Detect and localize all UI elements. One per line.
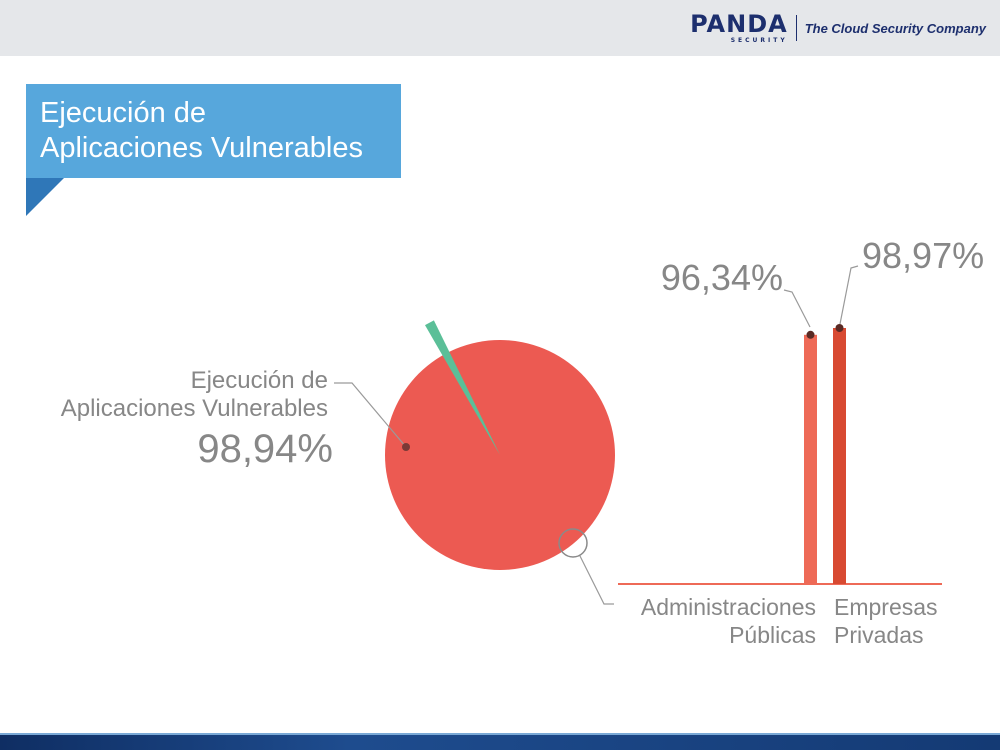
logo-tagline: The Cloud Security Company: [804, 20, 986, 36]
page-title-line1: Ejecución de: [40, 97, 207, 129]
bar-cap-dot: [806, 330, 815, 339]
footer-accent-line: [0, 733, 1000, 735]
logo-brand-text: PANDA: [690, 10, 788, 38]
bar-chart: 96,34% 98,97% Administraciones Públicas …: [579, 235, 984, 648]
title-banner: Ejecución de Aplicaciones Vulnerables: [26, 84, 401, 178]
pie-chart: Ejecución de Aplicaciones Vulnerables 98…: [61, 320, 615, 570]
logo-brand-sub: SECURITY: [730, 37, 788, 44]
logo-separator: [795, 15, 797, 41]
bar-empresas-privadas: [833, 328, 846, 584]
pie-leader-dot: [402, 443, 410, 451]
footer-bar: [0, 735, 1000, 750]
bar-administraciones-publicas: [804, 334, 817, 584]
page-title-line2: Aplicaciones Vulnerables: [40, 132, 363, 164]
pie-leader-line: [334, 382, 407, 448]
category-label-line2: Públicas: [729, 622, 816, 648]
category-leader-line: [579, 555, 614, 605]
pie-value-label: 98,94%: [197, 427, 333, 471]
bar-value-label: 98,97%: [862, 235, 984, 276]
banner-fold: [26, 178, 64, 216]
pie-small-marker: [558, 528, 588, 558]
pie-label-line2: Aplicaciones Vulnerables: [61, 395, 328, 422]
panda-logo: PANDA SECURITY The Cloud Security Compan…: [690, 10, 986, 46]
bar-value-leader: [783, 289, 811, 328]
bar-value-leader: [839, 265, 859, 325]
category-label-line1: Administraciones: [641, 594, 816, 620]
category-label-line2: Privadas: [834, 622, 923, 648]
page-title: Ejecución de Aplicaciones Vulnerables: [40, 96, 391, 166]
bar-cap-dot: [835, 324, 844, 332]
category-label-line1: Empresas: [834, 594, 938, 620]
pie-label-line1: Ejecución de: [191, 367, 328, 394]
logo-brand: PANDA SECURITY: [690, 12, 788, 44]
pie-slice-other: [425, 320, 500, 455]
bar-value-label: 96,34%: [661, 257, 783, 298]
header-bar: PANDA SECURITY The Cloud Security Compan…: [0, 0, 1000, 56]
